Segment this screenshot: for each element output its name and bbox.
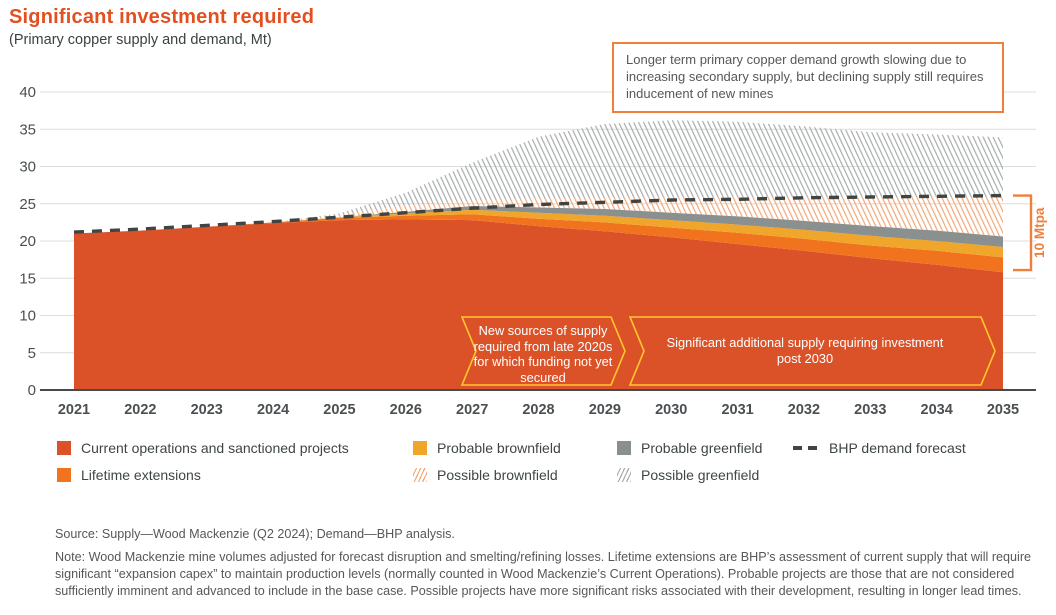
- legend-item-bhp-demand-forecast: BHP demand forecast: [793, 440, 966, 456]
- y-tick-label: 20: [19, 233, 36, 250]
- dashed-line-swatch-icon: [793, 446, 819, 450]
- source-text: Source: Supply—Wood Mackenzie (Q2 2024);…: [55, 527, 455, 541]
- area-lifetime-extensions: [74, 214, 1003, 273]
- probable-brownfield-swatch-icon: [413, 441, 427, 455]
- ten-mtpa-label: 10 Mtpa: [1032, 207, 1047, 258]
- area-current-operations: [74, 219, 1003, 390]
- x-tick-label: 2025: [323, 402, 355, 418]
- note-text: Note: Wood Mackenzie mine volumes adjust…: [55, 550, 1032, 599]
- legend-label: Possible greenfield: [641, 467, 760, 483]
- probable-greenfield-swatch-icon: [617, 441, 631, 455]
- area-possible-brownfield: [74, 197, 1003, 237]
- legend-item-lifetime-extensions: Lifetime extensions: [57, 467, 201, 483]
- lifetime-extensions-swatch-icon: [57, 468, 71, 482]
- ten-mtpa-bracket: [1013, 194, 1033, 272]
- legend-item-current-operations: Current operations and sanctioned projec…: [57, 440, 349, 456]
- callout-arrow-1: [460, 316, 626, 386]
- bhp-demand-forecast-line: [73, 193, 1004, 234]
- x-tick-label: 2033: [854, 402, 886, 418]
- legend-label: Probable greenfield: [641, 440, 763, 456]
- legend-label: Possible brownfield: [437, 467, 558, 483]
- x-tick-label: 2034: [921, 402, 953, 418]
- demand-annotation-box: Longer term primary copper demand growth…: [612, 42, 1004, 113]
- area-possible-greenfield: [74, 120, 1003, 234]
- y-tick-label: 15: [19, 270, 36, 287]
- legend-label: Probable brownfield: [437, 440, 561, 456]
- x-tick-label: 2022: [124, 402, 156, 418]
- x-tick-label: 2031: [721, 402, 753, 418]
- x-tick-label: 2029: [589, 402, 621, 418]
- callout-new-supply-text: New sources of supply required from late…: [473, 323, 613, 385]
- callout-arrow-2: [628, 316, 996, 386]
- x-tick-label: 2026: [390, 402, 422, 418]
- legend-item-possible-brownfield: Possible brownfield: [413, 467, 558, 483]
- y-tick-label: 25: [19, 196, 36, 213]
- legend-item-probable-brownfield: Probable brownfield: [413, 440, 561, 456]
- y-tick-label: 30: [19, 159, 36, 176]
- area-probable-brownfield: [74, 209, 1003, 258]
- x-tick-label: 2028: [522, 402, 554, 418]
- current-operations-swatch-icon: [57, 441, 71, 455]
- x-tick-label: 2035: [987, 402, 1019, 418]
- x-tick-label: 2021: [58, 402, 90, 418]
- y-tick-label: 10: [19, 308, 36, 325]
- y-tick-label: 0: [28, 382, 36, 399]
- page-title: Significant investment required: [9, 6, 315, 28]
- legend-label: Current operations and sanctioned projec…: [81, 440, 349, 456]
- possible-greenfield-hatch-swatch-icon: [617, 468, 631, 482]
- x-tick-label: 2030: [655, 402, 687, 418]
- area-probable-greenfield: [74, 206, 1003, 247]
- y-tick-label: 35: [19, 121, 36, 138]
- y-tick-label: 5: [28, 345, 36, 362]
- x-tick-label: 2027: [456, 402, 488, 418]
- page-subtitle: (Primary copper supply and demand, Mt): [9, 32, 272, 48]
- callout-post-2030-text: Significant additional supply requiring …: [666, 335, 944, 366]
- legend-item-possible-greenfield: Possible greenfield: [617, 467, 759, 483]
- legend-label: Lifetime extensions: [81, 467, 201, 483]
- x-tick-label: 2032: [788, 402, 820, 418]
- x-tick-label: 2023: [191, 402, 223, 418]
- x-tick-label: 2024: [257, 402, 289, 418]
- legend-item-probable-greenfield: Probable greenfield: [617, 440, 762, 456]
- legend-label: BHP demand forecast: [829, 440, 966, 456]
- possible-brownfield-hatch-swatch-icon: [413, 468, 427, 482]
- y-tick-label: 40: [19, 84, 36, 101]
